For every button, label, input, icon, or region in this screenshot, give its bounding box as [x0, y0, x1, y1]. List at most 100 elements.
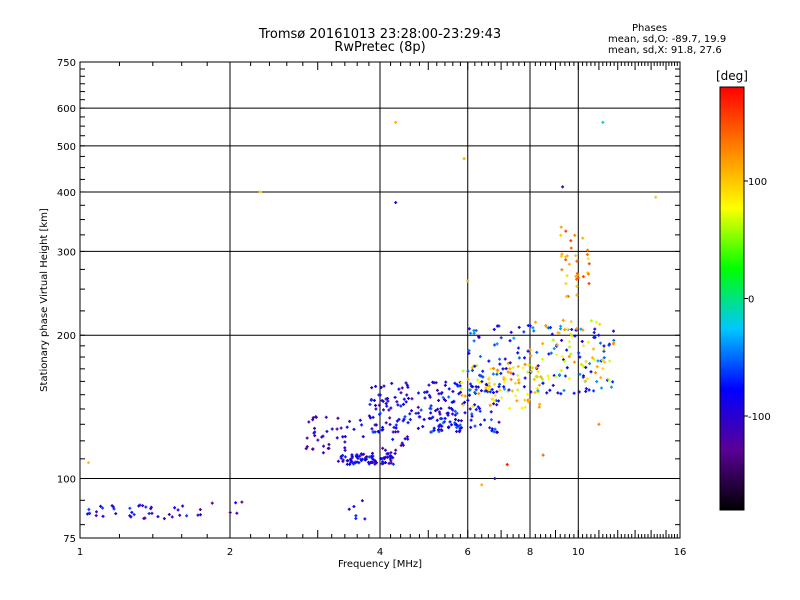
data-point	[479, 374, 483, 378]
data-point	[339, 454, 343, 458]
data-point	[612, 329, 616, 333]
data-point	[531, 326, 535, 330]
data-point	[567, 377, 571, 381]
data-point	[114, 512, 118, 516]
data-point	[473, 364, 477, 368]
data-point	[586, 257, 590, 261]
data-point	[469, 331, 473, 335]
data-point	[484, 382, 488, 386]
data-point	[580, 339, 584, 343]
data-point	[468, 407, 472, 411]
data-point	[492, 366, 496, 370]
data-point	[538, 402, 542, 406]
data-point	[488, 384, 492, 388]
data-point	[384, 421, 388, 425]
data-point	[437, 392, 441, 396]
data-point	[529, 370, 533, 374]
data-point	[493, 393, 497, 397]
data-point	[563, 374, 567, 378]
data-point	[472, 331, 476, 335]
data-point	[586, 340, 590, 344]
data-point	[447, 395, 451, 399]
data-point	[554, 375, 558, 379]
data-point	[498, 362, 502, 366]
y-tick-label: 500	[57, 142, 76, 153]
data-point	[503, 357, 507, 361]
data-point	[466, 377, 470, 381]
data-point	[607, 378, 611, 382]
data-point	[381, 408, 385, 412]
data-point	[585, 253, 589, 257]
data-point	[380, 399, 384, 403]
data-point	[437, 398, 441, 402]
data-point	[467, 327, 471, 331]
data-point	[497, 399, 501, 403]
data-point	[579, 327, 583, 331]
data-point	[513, 381, 517, 385]
data-point	[460, 381, 464, 385]
data-point	[492, 402, 496, 406]
data-point	[378, 393, 382, 397]
data-point	[555, 353, 559, 357]
data-point	[402, 397, 406, 401]
data-point	[430, 430, 434, 434]
data-point	[446, 411, 450, 415]
data-point	[389, 451, 393, 455]
data-point	[536, 370, 540, 374]
data-point	[572, 391, 576, 395]
data-point	[595, 380, 599, 384]
data-point	[354, 514, 358, 518]
data-point	[394, 448, 398, 452]
data-point	[386, 455, 390, 459]
data-point	[463, 411, 467, 415]
data-point	[453, 421, 457, 425]
data-point	[346, 459, 350, 463]
data-point	[567, 340, 571, 344]
data-point	[401, 402, 405, 406]
data-point	[478, 381, 482, 385]
data-point	[176, 508, 180, 512]
data-point	[453, 413, 457, 417]
data-point	[487, 359, 491, 363]
data-point	[94, 514, 98, 518]
data-point	[431, 380, 435, 384]
data-point	[381, 461, 385, 465]
data-point	[523, 405, 527, 409]
data-point	[593, 327, 597, 331]
data-point	[480, 483, 484, 487]
data-point	[470, 414, 474, 418]
data-point	[483, 418, 487, 422]
data-point	[564, 229, 568, 233]
data-point	[597, 422, 601, 426]
data-point	[343, 455, 347, 459]
data-point	[371, 430, 375, 434]
data-point	[393, 395, 397, 399]
data-point	[394, 120, 398, 124]
data-point	[428, 395, 432, 399]
data-point	[564, 294, 568, 298]
data-point	[522, 356, 526, 360]
data-point	[556, 331, 560, 335]
data-point	[527, 398, 531, 402]
y-tick-label: 600	[57, 104, 76, 115]
data-point	[389, 459, 393, 463]
data-point	[181, 504, 185, 508]
data-point	[602, 344, 606, 348]
data-point	[479, 389, 483, 393]
data-point	[258, 190, 262, 194]
data-point	[423, 396, 427, 400]
data-point	[429, 404, 433, 408]
data-point	[101, 506, 105, 510]
data-point	[511, 366, 515, 370]
data-point	[466, 398, 470, 402]
data-point	[608, 359, 612, 363]
data-point	[581, 374, 585, 378]
data-point	[311, 418, 315, 422]
data-point	[307, 420, 311, 424]
data-point	[548, 326, 552, 330]
data-point	[132, 513, 136, 517]
data-point	[374, 423, 378, 427]
y-tick-label: 400	[57, 188, 76, 199]
data-point	[448, 420, 452, 424]
data-point	[564, 255, 568, 259]
